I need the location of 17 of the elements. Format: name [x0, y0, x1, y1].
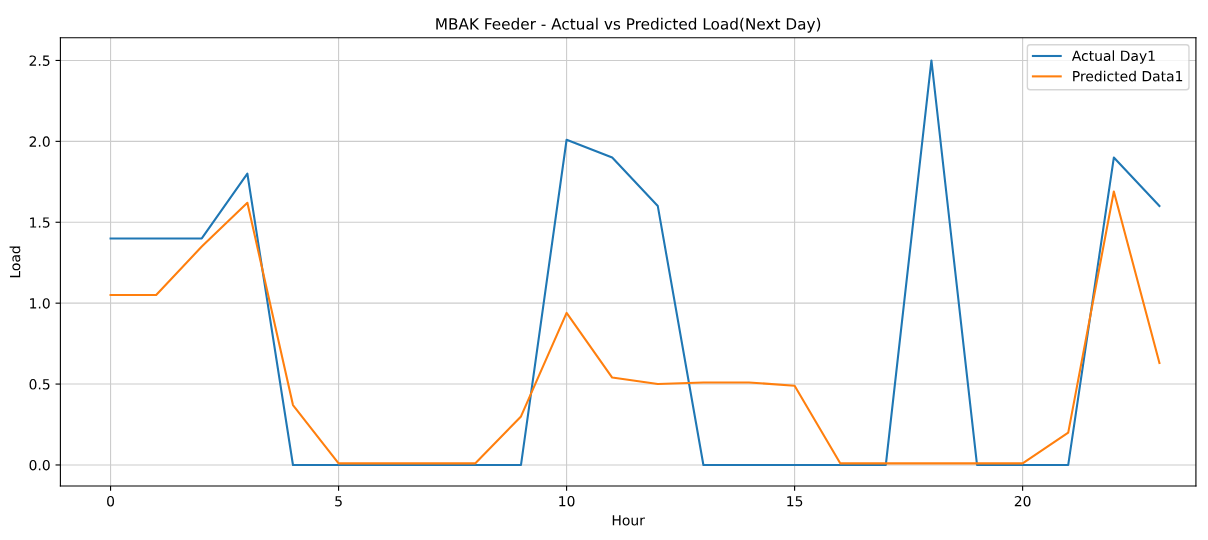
- x-axis-title: Hour: [612, 515, 645, 526]
- y-tick-label: 2.5: [29, 55, 50, 66]
- y-tick-label: 1.0: [30, 298, 50, 309]
- y-tick-label: 2.0: [29, 136, 50, 147]
- chart-title: MBAK Feeder - Actual vs Predicted Load(Next Day): [436, 17, 821, 33]
- x-tick-label: 20: [1014, 495, 1031, 507]
- legend-label: Predicted Data1: [1073, 70, 1183, 82]
- y-tick-label: 1.5: [30, 217, 50, 228]
- x-tick-label: 15: [787, 496, 803, 507]
- x-tick-label: 5: [335, 496, 342, 507]
- x-tick-label: 0: [107, 495, 115, 507]
- y-tick-label: 0.5: [29, 379, 50, 390]
- x-tick-label: 10: [559, 495, 575, 507]
- legend-label: Actual Day1: [1071, 50, 1155, 64]
- y-tick-label: 0.0: [29, 459, 50, 471]
- y-axis-title: Load: [9, 246, 21, 278]
- line-series: [109, 190, 1161, 465]
